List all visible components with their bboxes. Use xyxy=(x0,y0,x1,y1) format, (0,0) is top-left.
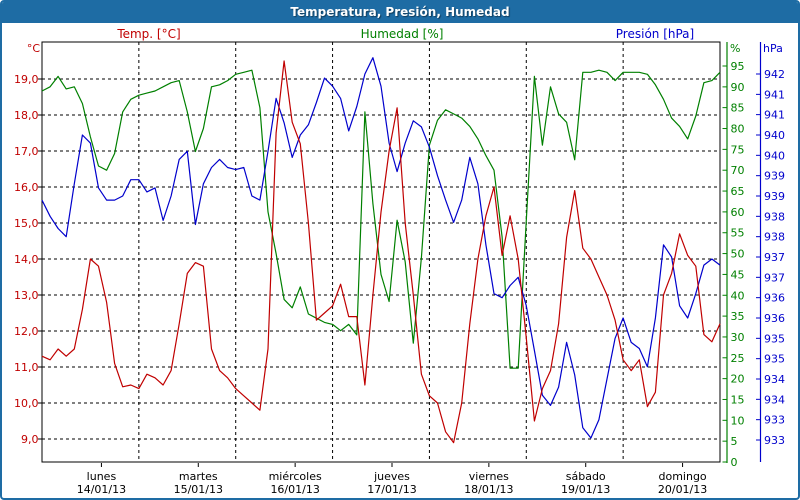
legend-temperature: Temp. [°C] xyxy=(117,27,181,41)
pressure-tick-label: 941 xyxy=(764,109,785,122)
pressure-tick-label: 938 xyxy=(764,231,785,244)
humidity-tick-label: 20 xyxy=(731,373,745,386)
plot-frame xyxy=(41,41,721,463)
pressure-axis: 942 941 941 940 940 939 939 938 938 937 937 936 936 9… xyxy=(756,42,785,462)
pressure-tick-label: 939 xyxy=(764,170,785,183)
day-name-label: viernes xyxy=(469,470,509,483)
pressure-tick-label: 940 xyxy=(764,129,785,142)
humidity-tick-label: 65 xyxy=(731,185,745,198)
humidity-series-line xyxy=(41,69,721,369)
pressure-tick-label: 937 xyxy=(764,251,785,264)
humidity-tick-label: 55 xyxy=(731,227,745,240)
pressure-tick-label: 939 xyxy=(764,190,785,203)
humidity-tick-label: 45 xyxy=(731,268,745,281)
humidity-tick-label: 95 xyxy=(731,60,745,73)
day-date-label: 20/01/13 xyxy=(658,483,707,496)
temp-tick-label: 15,0 xyxy=(14,217,39,230)
day-boundary-gridlines xyxy=(138,42,624,462)
pressure-tick-label: 942 xyxy=(764,68,785,81)
humidity-axis-unit-label: % xyxy=(730,42,741,55)
temp-tick-label: 10,0 xyxy=(14,397,39,410)
day-name-label: sábado xyxy=(566,470,606,483)
humidity-tick-label: 40 xyxy=(731,289,745,302)
temp-tick-label: 12,0 xyxy=(14,325,39,338)
day-date-label: 14/01/13 xyxy=(77,483,126,496)
pressure-tick-label: 935 xyxy=(764,353,785,366)
pressure-tick-label: 940 xyxy=(764,149,785,162)
temp-tick-label: 16,0 xyxy=(14,181,39,194)
pressure-tick-label: 933 xyxy=(764,434,785,447)
day-name-label: miércoles xyxy=(269,470,322,483)
temp-tick-label: 9,0 xyxy=(21,433,39,446)
humidity-tick-label: 0 xyxy=(731,456,738,469)
day-name-label: domingo xyxy=(658,470,706,483)
pressure-tick-label: 937 xyxy=(764,271,785,284)
day-name-label: martes xyxy=(179,470,218,483)
day-name-label: jueves xyxy=(373,470,410,483)
temperature-series-line xyxy=(41,60,721,444)
pressure-tick-label: 936 xyxy=(764,292,785,305)
pressure-series-line xyxy=(41,57,721,439)
temp-tick-label: 11,0 xyxy=(14,361,39,374)
humidity-tick-label: 35 xyxy=(731,310,745,323)
day-date-label: 19/01/13 xyxy=(561,483,610,496)
horizontal-gridlines xyxy=(42,78,720,440)
pressure-tick-label: 934 xyxy=(764,393,785,406)
pressure-tick-label: 941 xyxy=(764,88,785,101)
humidity-tick-label: 15 xyxy=(731,393,745,406)
temp-tick-label: 17,0 xyxy=(14,145,39,158)
humidity-tick-label: 60 xyxy=(731,206,745,219)
legend-humidity: Humedad [%] xyxy=(360,27,444,41)
pressure-tick-label: 935 xyxy=(764,332,785,345)
legend-pressure: Presión [hPa] xyxy=(615,27,695,41)
title-bar: Temperatura, Presión, Humedad xyxy=(2,2,798,23)
day-date-label: 15/01/13 xyxy=(174,483,223,496)
temp-tick-label: 18,0 xyxy=(14,109,39,122)
humidity-tick-label: 85 xyxy=(731,102,745,115)
humidity-tick-label: 75 xyxy=(731,143,745,156)
humidity-tick-label: 30 xyxy=(731,331,745,344)
pressure-tick-label: 934 xyxy=(764,373,785,386)
day-date-label: 17/01/13 xyxy=(367,483,416,496)
temp-tick-label: 19,0 xyxy=(14,73,39,86)
humidity-tick-label: 50 xyxy=(731,248,745,261)
pressure-tick-label: 936 xyxy=(764,312,785,325)
page-title: Temperatura, Presión, Humedad xyxy=(290,5,510,19)
pressure-axis-unit-label: hPa xyxy=(763,42,783,55)
humidity-tick-label: 10 xyxy=(731,414,745,427)
temp-tick-label: 14,0 xyxy=(14,253,39,266)
pressure-tick-label: 938 xyxy=(764,210,785,223)
temperature-axis: 19,0 18,0 17,0 16,0 15,0 14,0 13,0 12,0 11,0 10,0… xyxy=(14,73,42,446)
humidity-tick-label: 80 xyxy=(731,123,745,136)
humidity-tick-label: 70 xyxy=(731,164,745,177)
day-date-label: 18/01/13 xyxy=(464,483,513,496)
left-axis-unit-label: °C xyxy=(26,42,40,55)
humidity-tick-label: 25 xyxy=(731,352,745,365)
temp-tick-label: 13,0 xyxy=(14,289,39,302)
day-name-label: lunes xyxy=(87,470,117,483)
humidity-tick-label: 5 xyxy=(731,435,738,448)
pressure-tick-label: 933 xyxy=(764,414,785,427)
humidity-tick-label: 90 xyxy=(731,81,745,94)
day-date-label: 16/01/13 xyxy=(270,483,319,496)
